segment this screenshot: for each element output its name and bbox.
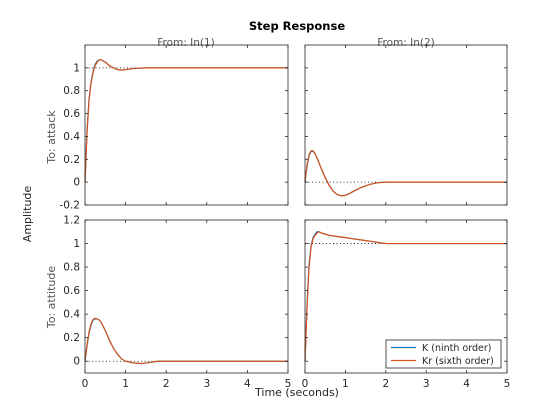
legend-box <box>385 339 502 369</box>
axes-box-In2-attack <box>304 44 508 206</box>
row-label-attack: To: attack <box>45 110 58 165</box>
subplot-In2-attitude: 0 1 2 3 4 5 <box>302 219 511 390</box>
y-tick-label: 0.4 <box>63 131 80 143</box>
y-tick-label: 0 <box>73 177 80 189</box>
x-tick-label: 0 <box>82 378 89 390</box>
column-label-in2: From: In(2) <box>377 37 435 49</box>
y-axis-label: Amplitude <box>21 186 34 243</box>
y-tick-label: 0.6 <box>63 108 80 120</box>
x-tick-label: 2 <box>163 378 170 390</box>
subplot-In1-attack: -0.2 0 0.2 0.4 0.6 0.8 1 <box>60 44 289 212</box>
chart-title: Step Response <box>249 19 345 33</box>
series-line-kr-In2-attack <box>304 150 507 197</box>
series-line-kr-In1-attitude <box>84 317 288 365</box>
y-tick-label: 0 <box>73 356 80 368</box>
x-tick-label: 2 <box>382 378 389 390</box>
series-line-kr-In2-attitude <box>304 231 507 362</box>
column-label-in1: From: In(1) <box>157 37 215 49</box>
y-tick-label: 0.8 <box>63 262 80 274</box>
x-tick-label: 3 <box>203 378 210 390</box>
legend-label-kr: Kr (sixth order) <box>422 356 494 367</box>
y-tick-label: 1 <box>73 62 80 74</box>
axes-box-In1-attack <box>84 44 289 206</box>
axes-box-In1-attitude <box>84 219 289 374</box>
x-tick-label: 3 <box>423 378 430 390</box>
x-tick-label: 1 <box>342 378 349 390</box>
subplot-In2-attack <box>304 44 508 206</box>
row-label-attitude: To: attitude <box>45 266 58 329</box>
x-tick-label: 4 <box>244 378 251 390</box>
y-tick-label: 0.2 <box>63 154 80 166</box>
y-tick-label: 0.6 <box>63 285 80 297</box>
y-tick-label: 0.8 <box>63 85 80 97</box>
x-tick-label: 5 <box>285 378 292 390</box>
legend: K (ninth order) Kr (sixth order) <box>385 339 502 369</box>
y-tick-label: -0.2 <box>60 200 81 212</box>
x-tick-label: 1 <box>122 378 129 390</box>
y-tick-label: 1.2 <box>63 215 80 227</box>
legend-label-k: K (ninth order) <box>422 343 491 354</box>
y-tick-label: 1 <box>73 238 80 250</box>
series-line-k-In1-attack <box>84 59 288 183</box>
series-line-kr-In1-attack <box>84 59 288 183</box>
x-tick-label: 5 <box>504 378 511 390</box>
series-line-k-In2-attack <box>304 150 507 197</box>
y-tick-label: 0.4 <box>63 309 80 321</box>
subplot-grid: -0.200.20.40.60.810 1 2 3 4 500.20.40.60.811.… <box>60 44 511 391</box>
x-axis-label: Time (seconds) <box>254 386 339 399</box>
subplot-In1-attitude: 0 1 2 3 4 5 0 0.2 0.4 0.6 0.8 1 1.2 <box>63 215 291 391</box>
axes-box-In2-attitude <box>304 219 508 374</box>
y-tick-label: 0.2 <box>63 332 80 344</box>
x-tick-label: 0 <box>302 378 309 390</box>
x-tick-label: 4 <box>463 378 470 390</box>
series-line-k-In1-attitude <box>84 318 288 365</box>
